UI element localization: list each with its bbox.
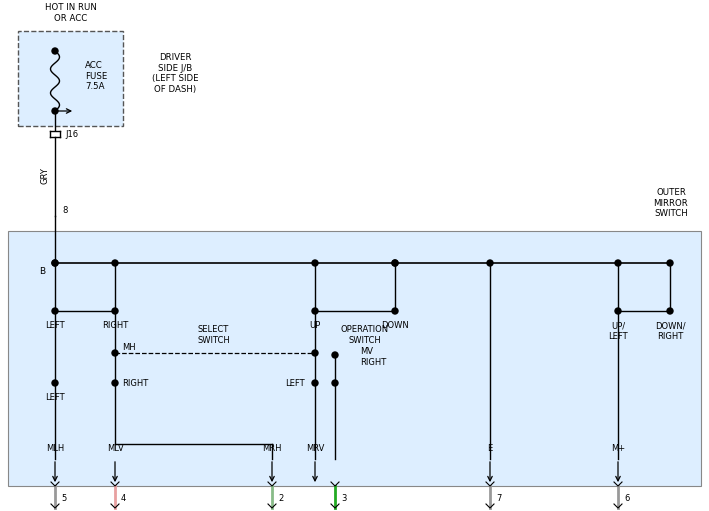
Circle shape bbox=[52, 108, 58, 114]
Circle shape bbox=[52, 260, 58, 266]
Text: GRY: GRY bbox=[40, 168, 50, 184]
Text: MLH: MLH bbox=[46, 444, 64, 453]
Text: RIGHT: RIGHT bbox=[122, 379, 148, 387]
Text: RIGHT: RIGHT bbox=[102, 320, 128, 330]
Circle shape bbox=[667, 308, 673, 314]
Circle shape bbox=[312, 350, 318, 356]
Text: UP/
LEFT: UP/ LEFT bbox=[608, 321, 627, 341]
Text: DOWN/
RIGHT: DOWN/ RIGHT bbox=[654, 321, 686, 341]
Text: MH: MH bbox=[122, 342, 135, 352]
Text: 2: 2 bbox=[278, 494, 284, 502]
Circle shape bbox=[52, 380, 58, 386]
Text: 4: 4 bbox=[121, 494, 126, 502]
Circle shape bbox=[487, 260, 493, 266]
Text: E: E bbox=[487, 444, 493, 453]
Circle shape bbox=[392, 308, 398, 314]
Circle shape bbox=[52, 48, 58, 54]
Bar bbox=[18, 31, 123, 126]
Circle shape bbox=[312, 260, 318, 266]
Text: MLV: MLV bbox=[106, 444, 123, 453]
Circle shape bbox=[52, 308, 58, 314]
Text: LEFT: LEFT bbox=[285, 379, 305, 387]
Text: DRIVER
SIDE J/B
(LEFT SIDE
OF DASH): DRIVER SIDE J/B (LEFT SIDE OF DASH) bbox=[152, 54, 199, 94]
Text: MRH: MRH bbox=[262, 444, 281, 453]
Circle shape bbox=[112, 380, 118, 386]
Text: J16: J16 bbox=[65, 129, 78, 138]
Circle shape bbox=[112, 308, 118, 314]
Text: 3: 3 bbox=[341, 494, 347, 502]
Text: M+: M+ bbox=[611, 444, 625, 453]
Circle shape bbox=[312, 380, 318, 386]
Text: OPERATION
SWITCH: OPERATION SWITCH bbox=[341, 326, 389, 345]
Circle shape bbox=[392, 260, 398, 266]
Text: B: B bbox=[39, 267, 45, 275]
Circle shape bbox=[332, 380, 338, 386]
Text: LEFT: LEFT bbox=[45, 320, 65, 330]
Text: LEFT: LEFT bbox=[45, 392, 65, 402]
Text: 8: 8 bbox=[62, 205, 67, 215]
Text: OUTER
MIRROR
SWITCH: OUTER MIRROR SWITCH bbox=[654, 188, 688, 218]
Circle shape bbox=[332, 352, 338, 358]
Text: ACC
FUSE
7.5A: ACC FUSE 7.5A bbox=[85, 61, 107, 91]
Bar bbox=[8, 231, 701, 486]
Text: MV
RIGHT: MV RIGHT bbox=[360, 347, 386, 367]
Circle shape bbox=[615, 308, 621, 314]
Circle shape bbox=[112, 260, 118, 266]
Text: HOT IN RUN
OR ACC: HOT IN RUN OR ACC bbox=[45, 3, 96, 22]
Text: 7: 7 bbox=[496, 494, 501, 502]
Text: DOWN: DOWN bbox=[381, 320, 409, 330]
Circle shape bbox=[615, 260, 621, 266]
Text: 6: 6 bbox=[624, 494, 630, 502]
Text: UP: UP bbox=[309, 320, 320, 330]
Text: SELECT
SWITCH: SELECT SWITCH bbox=[197, 326, 230, 345]
Circle shape bbox=[112, 350, 118, 356]
Text: MRV: MRV bbox=[306, 444, 324, 453]
Circle shape bbox=[392, 260, 398, 266]
Circle shape bbox=[312, 308, 318, 314]
Circle shape bbox=[52, 260, 58, 266]
Circle shape bbox=[667, 260, 673, 266]
Text: 5: 5 bbox=[61, 494, 66, 502]
